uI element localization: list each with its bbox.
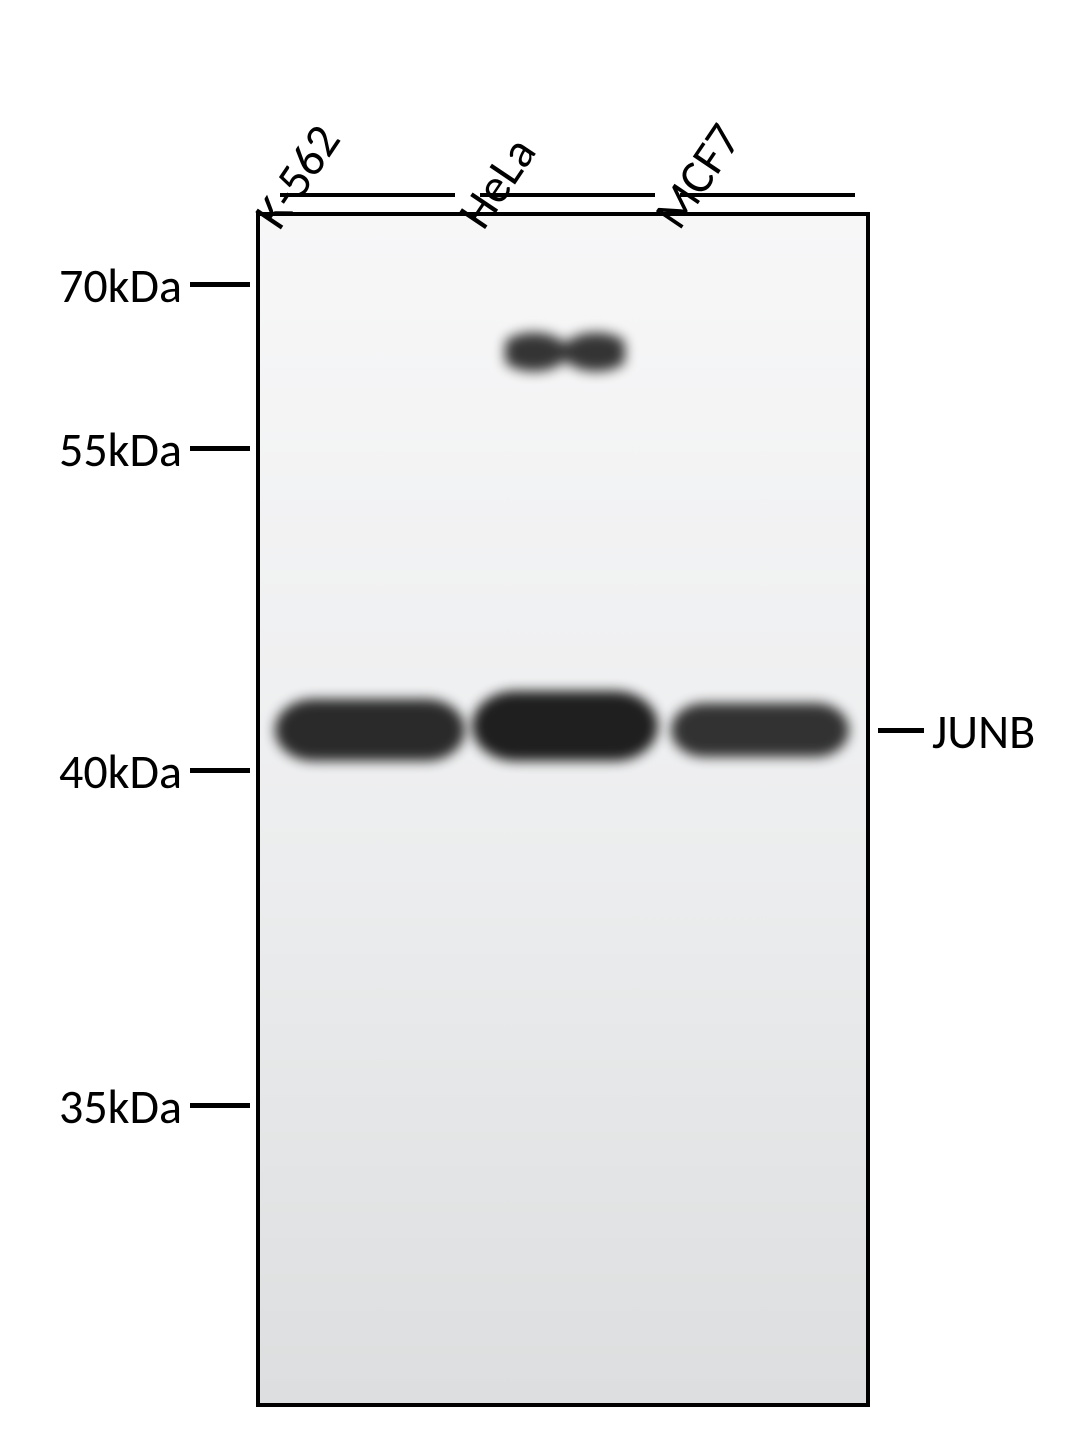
marker-tick-3 bbox=[190, 1103, 250, 1108]
marker-tick-1 bbox=[190, 446, 250, 451]
band-label-tick bbox=[878, 728, 924, 733]
band-1 bbox=[472, 691, 658, 761]
marker-tick-0 bbox=[190, 282, 250, 287]
blot-membrane bbox=[256, 212, 870, 1407]
lane-underline-0 bbox=[280, 193, 455, 197]
marker-label-1: 55kDa bbox=[59, 420, 182, 479]
band-2 bbox=[671, 703, 849, 757]
marker-tick-2 bbox=[190, 768, 250, 773]
lane-underline-2 bbox=[680, 193, 855, 197]
lane-underline-1 bbox=[480, 193, 655, 197]
western-blot-figure: { "canvas": { "width": 1080, "height": 1… bbox=[0, 0, 1080, 1432]
marker-label-3: 35kDa bbox=[59, 1077, 182, 1136]
marker-label-0: 70kDa bbox=[59, 256, 182, 315]
marker-label-2: 40kDa bbox=[59, 742, 182, 801]
band-3 bbox=[505, 328, 625, 376]
band-label-text: JUNB bbox=[932, 702, 1035, 761]
band-0 bbox=[275, 699, 465, 761]
